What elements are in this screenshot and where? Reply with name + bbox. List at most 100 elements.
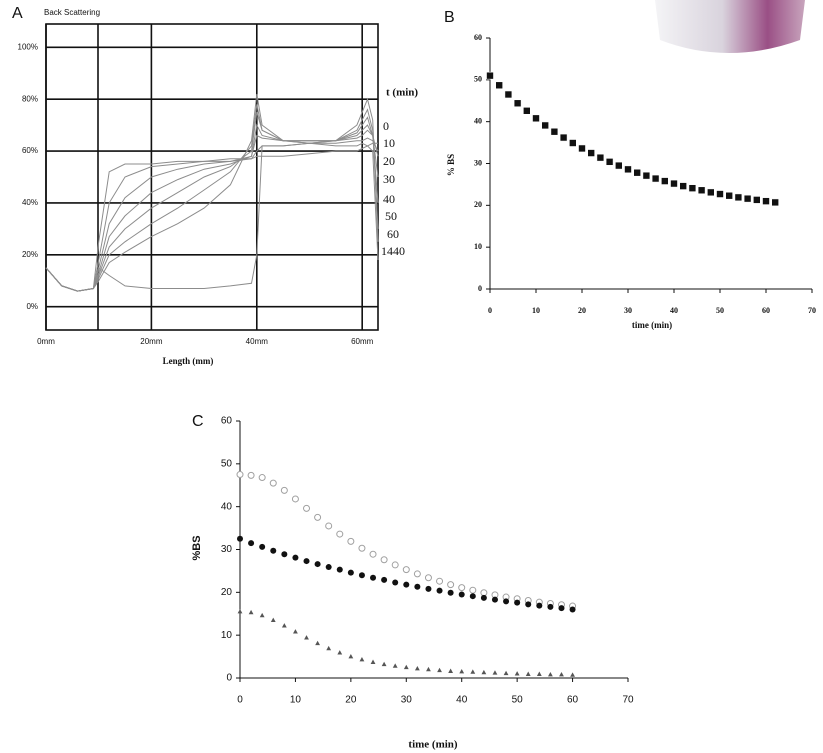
- marker: [725, 191, 734, 200]
- marker: [752, 196, 761, 204]
- x-tick-label: 20mm: [140, 337, 163, 346]
- y-tick-label: 50: [474, 75, 482, 84]
- marker: [381, 576, 388, 583]
- y-tick-label: 80%: [22, 94, 38, 103]
- marker: [348, 653, 354, 659]
- x-tick-label: 40: [456, 695, 468, 706]
- marker: [532, 114, 540, 123]
- panel-label: C: [192, 413, 204, 430]
- marker: [642, 171, 651, 180]
- marker: [469, 593, 476, 600]
- marker: [541, 121, 550, 130]
- marker: [314, 513, 322, 521]
- y-tick-label: 30: [474, 158, 482, 167]
- marker: [314, 561, 321, 568]
- y-tick-label: 40: [221, 501, 233, 512]
- marker: [370, 659, 376, 664]
- marker: [270, 617, 276, 622]
- x-tick-label: 20: [578, 306, 586, 315]
- marker: [414, 583, 421, 590]
- marker: [337, 650, 343, 655]
- marker: [633, 168, 642, 177]
- marker: [326, 645, 332, 651]
- decorative-vial: [655, 0, 805, 53]
- marker: [247, 471, 255, 479]
- marker: [315, 640, 320, 646]
- x-tick-label: 70: [808, 306, 816, 315]
- marker: [237, 609, 243, 614]
- marker: [436, 577, 444, 585]
- marker: [303, 504, 311, 512]
- marker: [651, 174, 660, 183]
- panel-label: B: [444, 9, 455, 26]
- x-tick-label: 0mm: [37, 337, 55, 346]
- x-tick-label: 0: [488, 306, 492, 315]
- marker: [522, 106, 531, 115]
- x-tick-label: 70: [622, 695, 634, 706]
- profile-line: [45, 93, 379, 292]
- marker: [392, 579, 399, 586]
- marker: [436, 587, 443, 594]
- x-tick-label: 10: [532, 306, 540, 315]
- y-tick-label: 60%: [22, 146, 38, 155]
- marker: [336, 530, 344, 538]
- marker: [280, 486, 288, 494]
- legend-title: t (min): [386, 87, 418, 99]
- marker: [513, 99, 522, 108]
- y-tick-label: 20: [474, 200, 482, 209]
- x-tick-label: 60: [762, 306, 770, 315]
- marker: [504, 90, 513, 99]
- marker: [369, 550, 377, 558]
- marker: [570, 672, 575, 677]
- marker: [458, 584, 466, 592]
- marker: [771, 198, 780, 207]
- marker: [381, 661, 387, 667]
- marker: [258, 474, 266, 482]
- legend-label: 20: [383, 154, 395, 168]
- y-tick-label: 100%: [18, 42, 38, 51]
- panel-label: A: [12, 5, 23, 22]
- marker: [281, 623, 287, 628]
- x-tick-label: 10: [290, 695, 302, 706]
- marker: [236, 471, 244, 479]
- marker: [403, 581, 410, 588]
- x-tick-label: 50: [716, 306, 724, 315]
- marker: [624, 165, 632, 174]
- marker: [503, 670, 509, 676]
- chart-title: Back Scattering: [44, 8, 100, 17]
- marker: [359, 656, 365, 662]
- marker: [716, 190, 724, 198]
- marker: [358, 572, 365, 579]
- marker: [568, 139, 577, 147]
- marker: [688, 184, 697, 192]
- marker: [743, 194, 752, 203]
- marker: [437, 667, 442, 673]
- marker: [391, 561, 399, 569]
- marker: [660, 177, 669, 185]
- x-tick-label: 40: [670, 306, 678, 315]
- marker: [469, 586, 477, 594]
- marker: [486, 71, 494, 80]
- marker: [424, 574, 432, 582]
- x-tick-label: 40mm: [246, 337, 269, 346]
- marker: [492, 670, 498, 675]
- y-tick-label: 60: [474, 33, 482, 42]
- marker: [548, 671, 553, 677]
- legend-label: 50: [385, 209, 397, 223]
- marker: [447, 589, 454, 596]
- marker: [550, 127, 559, 136]
- y-tick-label: 20%: [22, 250, 38, 259]
- marker: [291, 495, 299, 503]
- marker: [259, 612, 265, 618]
- y-tick-label: 0: [478, 284, 482, 293]
- marker: [413, 570, 421, 578]
- marker: [370, 574, 377, 581]
- y-tick-label: 40: [474, 116, 482, 125]
- profile-line: [45, 104, 379, 292]
- marker: [614, 161, 623, 170]
- marker: [448, 668, 454, 673]
- x-axis-label: Length (mm): [163, 356, 214, 366]
- marker: [596, 153, 605, 162]
- marker: [559, 133, 568, 142]
- x-axis-label: time (min): [408, 739, 458, 751]
